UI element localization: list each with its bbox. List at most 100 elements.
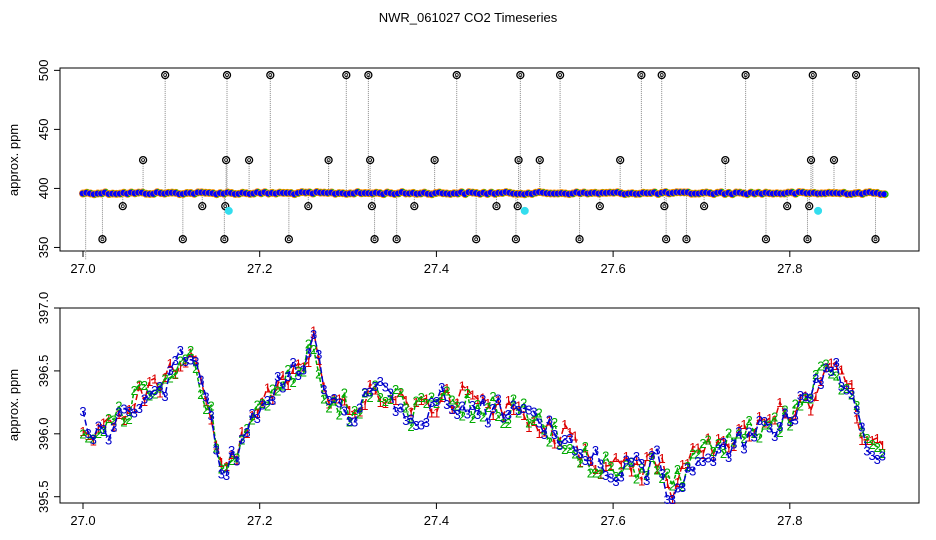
series-label-1: 1 <box>710 448 717 463</box>
series-label-3: 3 <box>315 347 322 362</box>
series-label-3: 3 <box>438 380 445 395</box>
series-label-2: 2 <box>397 385 404 400</box>
series-label-2: 2 <box>602 448 609 463</box>
series-label-3: 3 <box>387 386 394 401</box>
outlier-point-inner <box>809 158 813 162</box>
series-label-1: 1 <box>141 394 148 409</box>
outlier-point-inner <box>412 204 417 209</box>
series-label-1: 1 <box>746 429 753 444</box>
outlier-point <box>392 235 401 244</box>
y-tick-label: 396.5 <box>36 355 51 388</box>
series-label-1: 1 <box>587 454 594 469</box>
series-label-2: 2 <box>843 381 850 396</box>
outlier-point <box>513 201 522 211</box>
series-label-2: 2 <box>551 415 558 430</box>
series-label-3: 3 <box>105 432 112 447</box>
series-label-1: 1 <box>428 406 435 421</box>
bottom-panel: approx. ppm 27.0 27.2 27.4 27.6 27.8 395.539… <box>6 292 920 528</box>
series-label-2: 2 <box>351 403 358 418</box>
series-label-3: 3 <box>843 382 850 397</box>
series-label-3: 3 <box>720 435 727 450</box>
series-label-1: 1 <box>377 395 384 410</box>
series-label-1: 1 <box>438 390 445 405</box>
series-label-3: 3 <box>546 413 553 428</box>
series-label-1: 1 <box>259 394 266 409</box>
series-label-3: 3 <box>612 474 619 489</box>
series-label-1: 1 <box>177 360 184 375</box>
outlier-point <box>244 155 254 165</box>
series-label-1: 1 <box>479 391 486 406</box>
series-label-1: 1 <box>628 465 635 480</box>
outlier-point <box>492 201 501 211</box>
series-label-2: 2 <box>407 419 414 434</box>
series-label-2: 2 <box>525 416 532 431</box>
series-label-2: 2 <box>807 391 814 406</box>
series-label-2: 2 <box>305 337 312 352</box>
series-label-1: 1 <box>551 436 558 451</box>
outlier-point <box>410 201 419 211</box>
series-label-2: 2 <box>110 413 117 428</box>
outlier-point-inner <box>558 73 562 77</box>
series-label-2: 2 <box>325 401 332 416</box>
series-label-3: 3 <box>797 388 804 403</box>
outlier-point <box>324 155 333 165</box>
series-label-3: 3 <box>305 346 312 361</box>
series-label-1: 1 <box>715 431 722 446</box>
series-label-3: 3 <box>289 355 296 370</box>
series-label-3: 3 <box>648 448 655 463</box>
outlier-point-inner <box>723 158 728 162</box>
series-label-3: 3 <box>320 382 327 397</box>
series-label-2: 2 <box>289 375 296 390</box>
series-label-1: 1 <box>874 431 881 446</box>
outlier-point <box>808 70 817 80</box>
outlier-point <box>516 70 525 80</box>
series-label-1: 1 <box>474 392 481 407</box>
series-label-1: 1 <box>689 440 696 455</box>
series-label-3: 3 <box>833 355 840 370</box>
series-label-1: 1 <box>761 415 768 430</box>
series-label-2: 2 <box>705 433 712 448</box>
outlier-point <box>829 155 839 165</box>
series-label-1: 1 <box>505 393 512 408</box>
series-label-2: 2 <box>141 378 148 393</box>
outlier-point <box>365 155 375 165</box>
series-label-1: 1 <box>699 447 706 462</box>
series-label-2: 2 <box>781 403 788 418</box>
series-label-1: 1 <box>315 353 322 368</box>
series-label-2: 2 <box>869 437 876 452</box>
series-label-1: 1 <box>597 467 604 482</box>
series-label-1: 1 <box>863 433 870 448</box>
series-label-1: 1 <box>238 424 245 439</box>
series-label-2: 2 <box>715 436 722 451</box>
series-label-2: 2 <box>423 396 430 411</box>
series-label-2: 2 <box>694 446 701 461</box>
outlier-point-inner <box>873 237 878 242</box>
series-label-3: 3 <box>679 480 686 495</box>
series-label-1: 1 <box>418 393 425 408</box>
series-label-1: 1 <box>561 417 568 432</box>
series-label-3: 3 <box>669 492 676 507</box>
outlier-point-inner <box>394 237 399 242</box>
series-label-1: 1 <box>284 378 291 393</box>
series-label-1: 1 <box>623 449 630 464</box>
series-label-2: 2 <box>776 425 783 440</box>
series-label-1: 1 <box>274 377 281 392</box>
outlier-point <box>637 70 646 80</box>
series-label-1: 1 <box>797 391 804 406</box>
series-label-2: 2 <box>541 422 548 437</box>
series-label-2: 2 <box>592 465 599 480</box>
series-label-2: 2 <box>295 363 302 378</box>
series-label-3: 3 <box>792 413 799 428</box>
series-label-3: 3 <box>694 454 701 469</box>
series-label-2: 2 <box>382 394 389 409</box>
series-label-1: 1 <box>392 393 399 408</box>
series-label-3: 3 <box>182 354 189 369</box>
series-label-2: 2 <box>412 394 419 409</box>
series-label-1: 1 <box>494 393 501 408</box>
series-label-3: 3 <box>607 470 614 485</box>
series-label-2: 2 <box>453 399 460 414</box>
outlier-point <box>222 70 232 80</box>
series-label-3: 3 <box>459 399 466 414</box>
series-label-3: 3 <box>735 424 742 439</box>
figure-title: NWR_061027 CO2 Timeseries <box>379 10 558 25</box>
